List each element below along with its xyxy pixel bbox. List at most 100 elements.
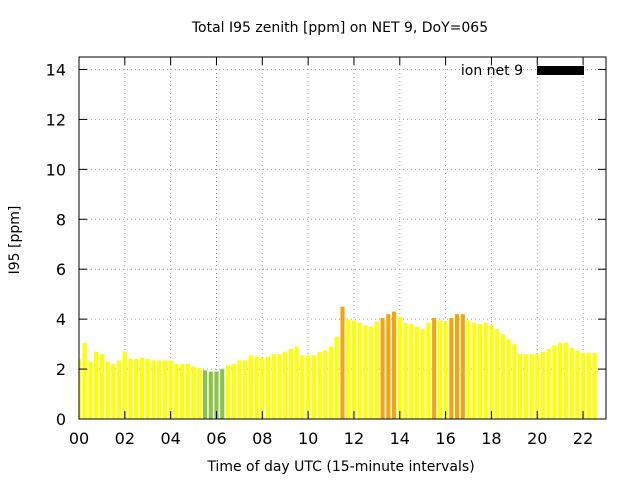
bar [414,326,420,419]
ticks [78,57,606,420]
bar [369,326,374,419]
bar [202,370,208,419]
bar [254,356,259,419]
bar [466,320,471,419]
y-tick-label: 0 [56,410,66,429]
bar [581,352,586,419]
bar [311,355,316,419]
bar [420,329,425,419]
bar [283,351,288,419]
x-tick-label: 02 [115,429,135,448]
x-tick-label: 22 [573,429,593,448]
bar [237,360,242,419]
bar [88,361,93,419]
bar [432,317,437,419]
x-tick-label: 00 [69,429,89,448]
bar [443,321,448,419]
bar [168,360,173,419]
x-tick-label: 20 [527,429,547,448]
bar [592,352,597,419]
bar [449,317,454,419]
bar [346,319,351,419]
plot-frame [78,56,607,420]
bar [122,351,127,419]
bar [374,321,379,419]
bar [265,356,271,419]
bar [260,357,265,419]
x-axis-label: Time of day UTC (15-minute intervals) [206,459,474,475]
bar [117,360,122,419]
bar [317,351,322,419]
bar [403,322,408,419]
bar [128,359,133,419]
bar [552,345,557,419]
x-tick-label: 04 [160,429,180,448]
bar [535,354,540,419]
y-tick-label: 14 [46,60,66,79]
bar [231,364,236,419]
bar [225,365,230,419]
bar [214,371,219,419]
bar [328,346,334,419]
bar [506,339,511,419]
bar [357,322,362,419]
bar [540,351,546,419]
x-tick-label: 08 [252,429,272,448]
bar [191,366,196,419]
bar [397,316,402,419]
legend: ion net 9 [461,63,584,79]
bar [300,355,305,419]
legend-label: ion net 9 [461,63,523,79]
y-tick-label: 6 [56,260,66,279]
bar [529,354,534,419]
bar [294,346,299,419]
bar [351,320,357,419]
legend-swatch [537,66,584,75]
bar [323,350,328,419]
bar [558,342,563,419]
bar [575,350,580,419]
x-tick-label: 16 [435,429,455,448]
bar [495,329,500,419]
bar [248,355,253,419]
bar [111,364,116,419]
x-tick-label: 14 [390,429,410,448]
bar [409,324,414,419]
bar [391,311,397,419]
bar [518,354,523,419]
bar [157,360,162,419]
y-axis-label: I95 [ppm] [7,206,23,275]
x-tick-label: 12 [344,429,364,448]
bar [363,325,368,419]
bar [500,334,505,419]
bar [94,351,99,419]
bar [288,349,294,419]
bar [99,354,104,419]
bar [546,349,551,419]
chart-title: Total I95 zenith [ppm] on NET 9, DoY=065 [191,20,488,36]
bar [512,344,517,419]
bars [79,306,597,419]
bar [277,354,282,419]
y-tick-label: 12 [46,110,66,129]
bar [139,357,145,419]
bar [180,364,185,419]
bar [243,360,248,419]
bar [79,359,82,419]
bar [477,324,483,419]
bar [569,347,574,419]
y-tick-label: 10 [46,160,66,179]
bar [460,314,465,419]
bar [334,336,339,419]
bar [483,322,488,419]
bar [426,322,431,419]
bar [220,369,225,419]
bar [197,367,202,419]
bar [105,361,110,419]
bar [563,342,568,419]
bar [208,371,213,419]
bar [340,306,345,419]
bar [386,314,391,419]
x-tick-label: 10 [298,429,318,448]
